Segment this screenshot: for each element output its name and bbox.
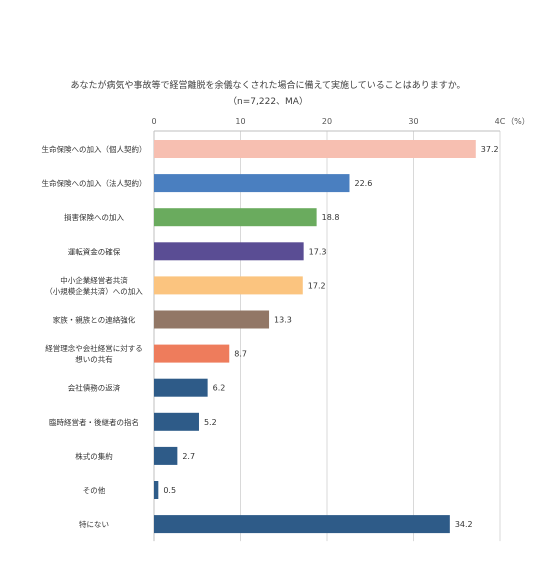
bar [154,481,159,499]
chart-subtitle: （n=7,222、MA） [228,97,308,107]
bar [154,344,230,363]
chart-title: あなたが病気や事故等で経営離脱を余儀なくされた場合に備えて実施していることはあり… [70,81,466,91]
bar-value-label: 18.8 [322,213,340,222]
x-tick-label: 30 [408,117,418,126]
category-label: 会社債務の返済 [68,383,121,393]
bar [154,378,208,397]
bar-value-label: 0.5 [163,486,176,495]
bar [154,446,178,465]
bar-value-label: 17.2 [308,281,326,290]
x-unit-label: （%） [506,117,530,126]
x-tick-label: 0 [151,117,156,126]
category-label: 想いの共有 [75,354,113,364]
bar [154,208,317,227]
x-tick-label: 20 [322,117,332,126]
category-label: その他 [83,485,106,495]
bar [154,310,270,329]
category-label: 臨時経営者・後継者の指名 [49,417,139,427]
category-label: （小規模企業共済）への加入 [45,286,143,296]
bar-value-label: 22.6 [354,179,372,188]
bar [154,174,350,193]
category-label: 株式の集約 [75,451,113,461]
bar-value-label: 13.3 [274,316,292,325]
category-label: 特にない [79,519,109,529]
bar [154,140,476,158]
category-label: 損害保険への加入 [64,212,124,222]
category-label: 生命保険への加入（個人契約） [42,144,147,154]
category-label: 生命保険への加入（法人契約） [42,178,147,188]
bar-value-label: 8.7 [234,350,247,359]
bar [154,412,199,431]
bar-value-label: 6.2 [213,384,226,393]
category-label: 運転資金の確保 [68,246,121,256]
bar [154,515,450,534]
category-label: 中小企業経営者共済 [60,275,128,285]
bar-value-label: 17.3 [309,247,327,256]
category-label: 経営理念や会社経営に対する [45,343,143,353]
bar-value-label: 34.2 [455,520,473,529]
bar-value-label: 5.2 [204,418,217,427]
bar-value-label: 2.7 [182,452,195,461]
bar [154,242,304,261]
x-tick-label: 10 [235,117,245,126]
bar [154,276,303,295]
bar-value-label: 37.2 [481,145,499,154]
category-label: 家族・親族との連絡強化 [53,315,136,325]
x-tick-label: 4C [495,117,506,126]
